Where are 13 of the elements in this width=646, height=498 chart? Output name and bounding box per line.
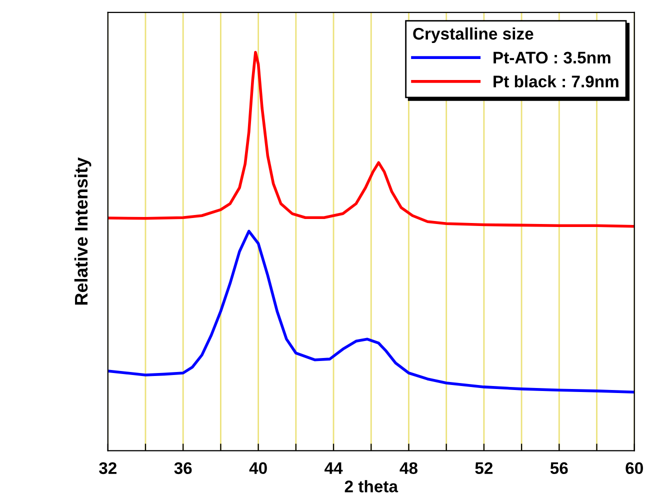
x-tick-label: 36 [174, 462, 192, 474]
legend-label: Pt-ATO : 3.5nm [494, 52, 610, 64]
x-tick-label: 60 [626, 462, 643, 474]
legend-label: Pt black : 7.9nm [494, 75, 618, 88]
x-tick-label: 48 [400, 462, 418, 474]
x-tick-label: 56 [550, 462, 568, 474]
y-axis-title: Relative Intensity [74, 157, 92, 305]
legend-title: Crystalline size [413, 27, 534, 43]
x-tick-label: 52 [475, 462, 493, 474]
x-axis-title: 2 theta [344, 480, 398, 492]
x-tick-label: 32 [98, 462, 116, 474]
x-tick-label: 40 [249, 462, 267, 474]
x-tick-label: 44 [324, 462, 343, 474]
